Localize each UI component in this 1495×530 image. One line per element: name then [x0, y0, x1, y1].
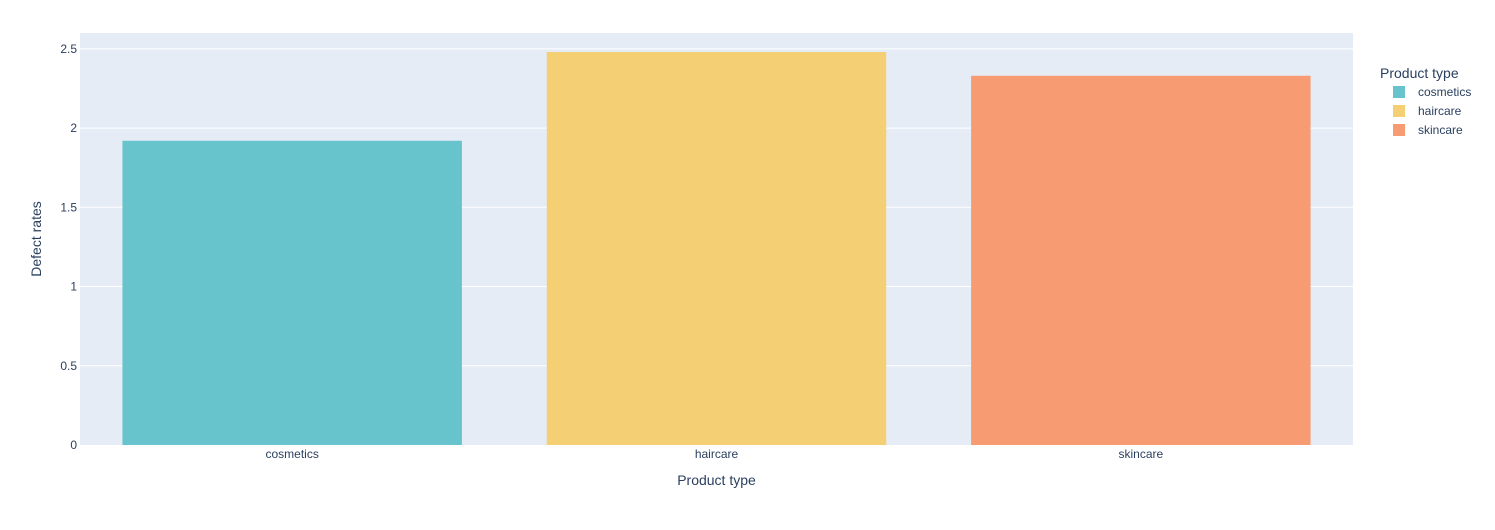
x-axis-title: Product type [677, 472, 756, 488]
y-axis-title: Defect rates [28, 201, 44, 276]
legend-item-skincare[interactable]: skincare [1393, 123, 1463, 137]
bar-skincare[interactable] [971, 75, 1311, 446]
bars [122, 52, 1311, 446]
x-axis-ticks: cosmetics haircare skincare [265, 447, 1163, 461]
x-tick-label: cosmetics [265, 447, 318, 461]
y-tick-label: 1.5 [60, 200, 77, 214]
legend-title: Product type [1380, 65, 1459, 81]
legend-label: cosmetics [1418, 85, 1471, 99]
y-tick-label: 1 [70, 280, 77, 294]
y-tick-label: 2 [70, 121, 77, 135]
y-tick-label: 0.5 [60, 359, 77, 373]
legend-item-cosmetics[interactable]: cosmetics [1393, 85, 1471, 99]
y-axis-ticks: 0 0.5 1 1.5 2 2.5 [60, 42, 77, 452]
x-tick-label: skincare [1118, 447, 1163, 461]
bar-cosmetics[interactable] [122, 140, 462, 445]
y-tick-label: 0 [70, 438, 77, 452]
legend: Product type cosmetics haircare skincare [1380, 65, 1471, 137]
legend-item-haircare[interactable]: haircare [1393, 104, 1462, 118]
bar-haircare[interactable] [546, 52, 887, 446]
y-tick-label: 2.5 [60, 42, 77, 56]
x-tick-label: haircare [695, 447, 739, 461]
legend-items: cosmetics haircare skincare [1393, 85, 1471, 137]
legend-swatch [1393, 86, 1405, 98]
legend-label: skincare [1418, 123, 1463, 137]
legend-label: haircare [1418, 104, 1462, 118]
legend-swatch [1393, 105, 1405, 117]
legend-swatch [1393, 124, 1405, 136]
